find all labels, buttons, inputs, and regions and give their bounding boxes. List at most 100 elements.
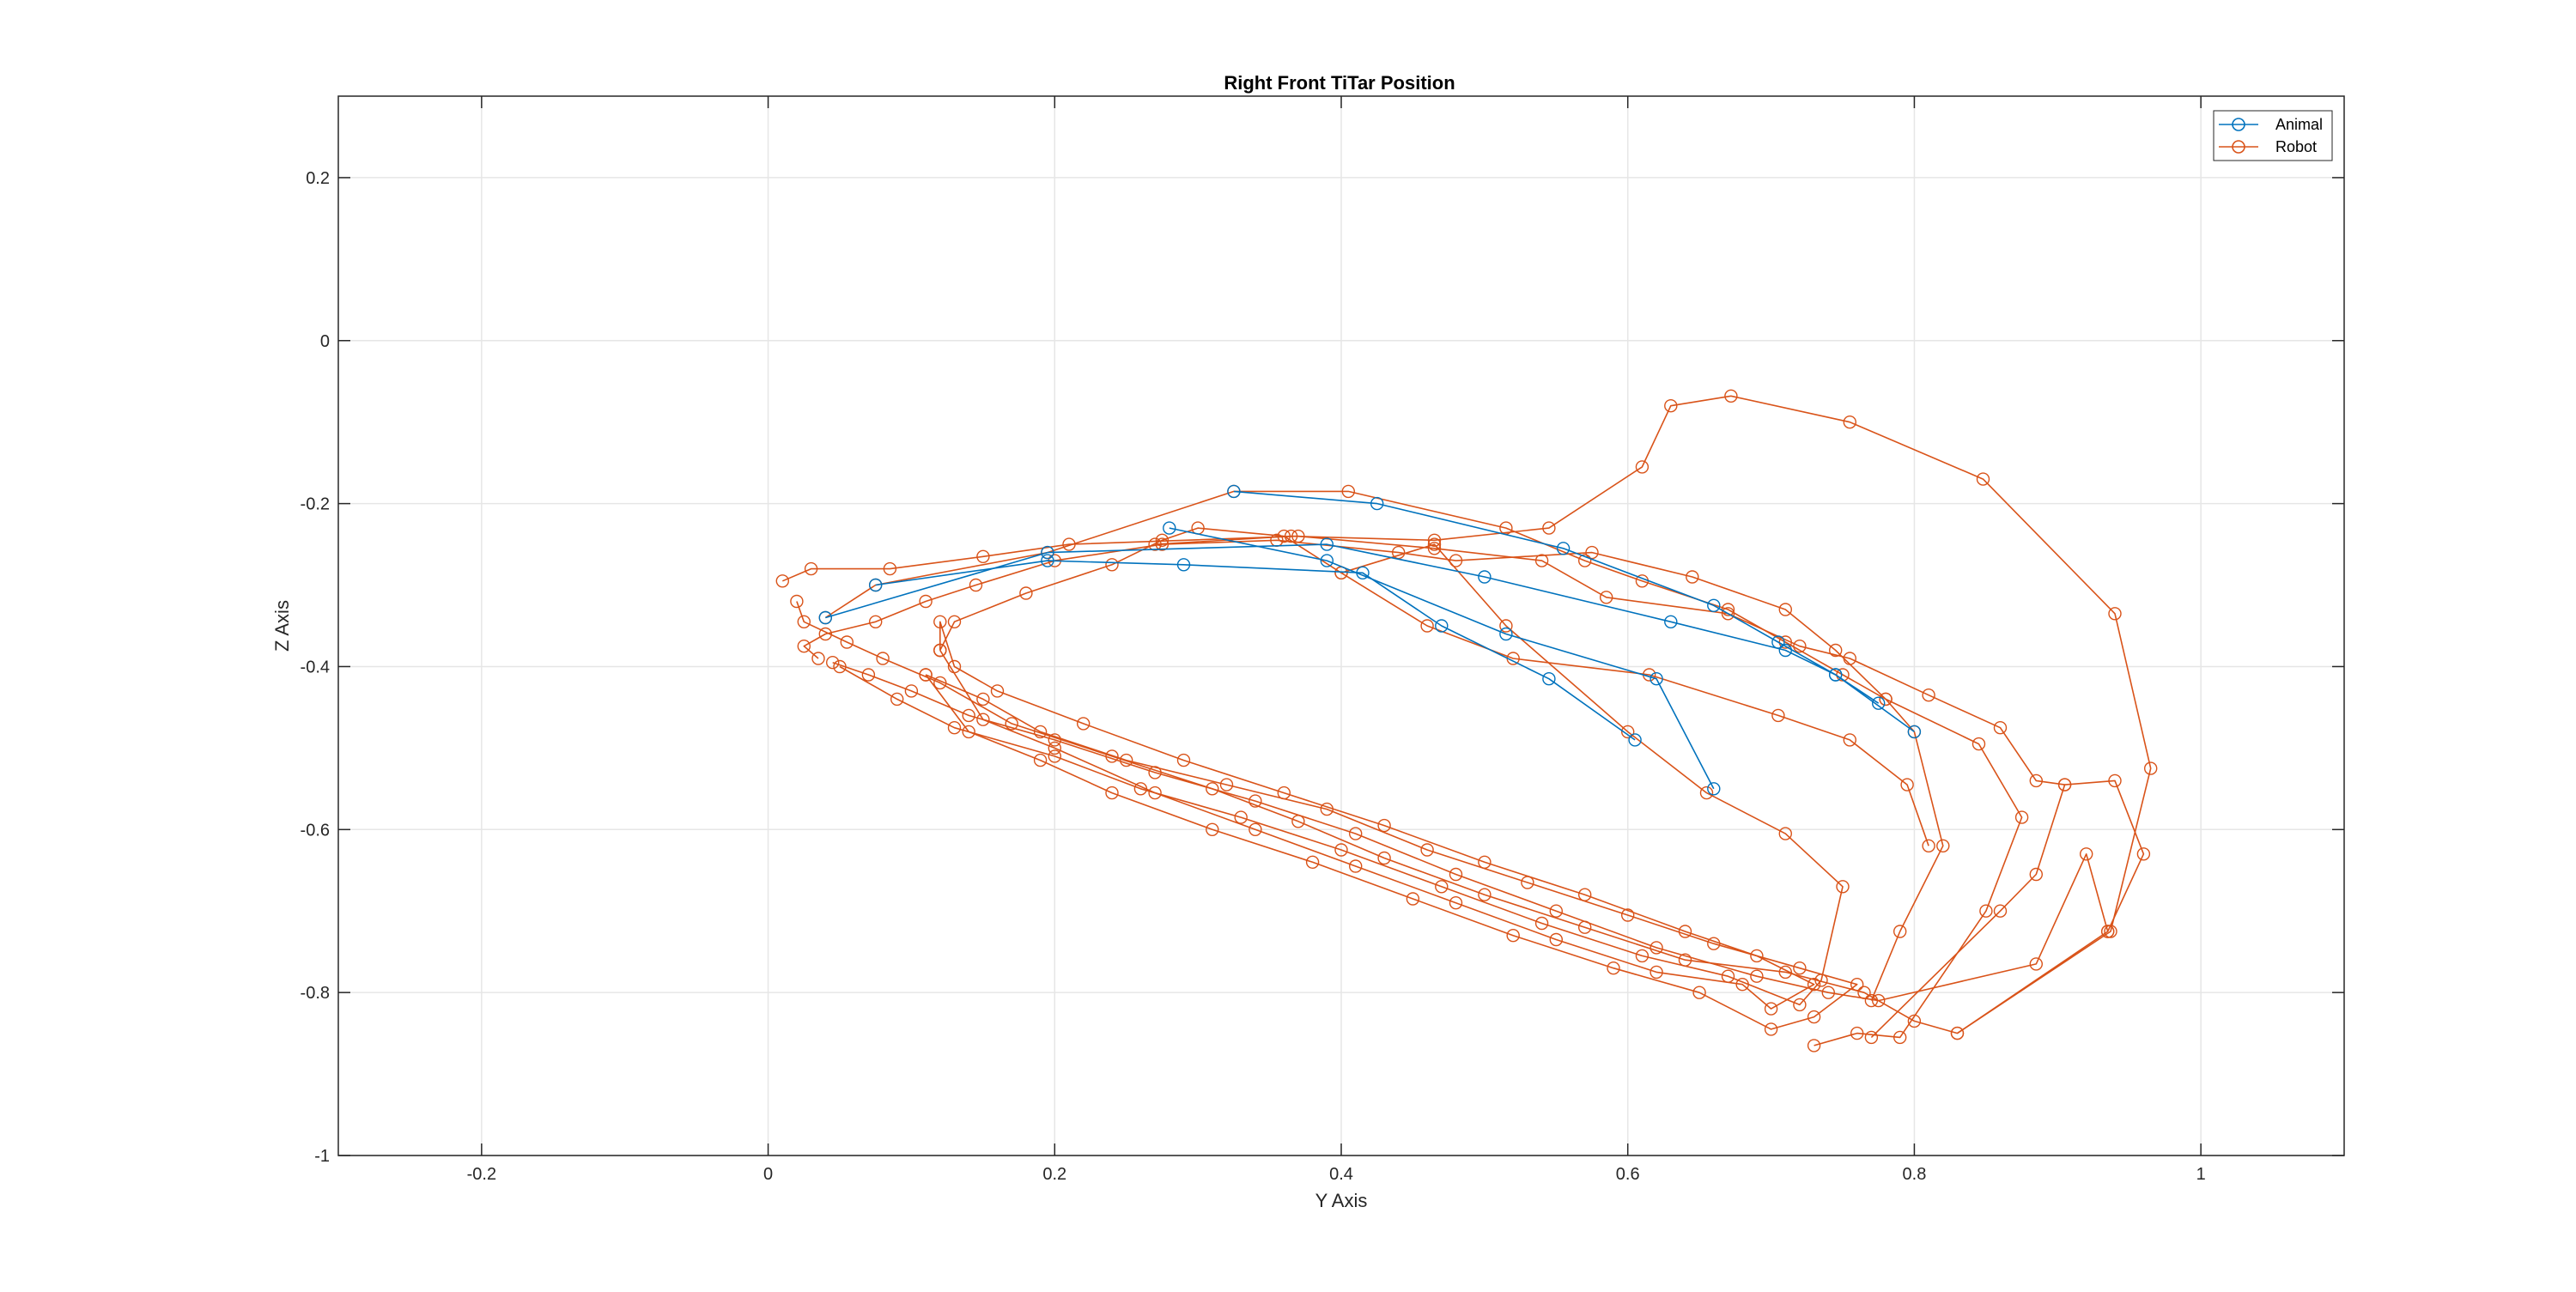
y-tick-label: 0 bbox=[320, 332, 330, 351]
data-point-robot bbox=[2143, 761, 2158, 775]
data-point-robot bbox=[919, 668, 933, 682]
data-point-robot bbox=[1277, 529, 1291, 543]
data-point-robot bbox=[1420, 619, 1434, 633]
data-point-robot bbox=[1406, 892, 1420, 906]
data-point-robot bbox=[1620, 725, 1635, 739]
data-point-robot bbox=[2136, 847, 2151, 861]
data-point-robot bbox=[1871, 993, 1886, 1008]
data-point-robot bbox=[1692, 986, 1706, 999]
data-point-robot bbox=[1048, 749, 1062, 763]
data-point-animal bbox=[1176, 558, 1191, 572]
data-point-animal bbox=[1556, 542, 1571, 555]
data-point-animal bbox=[1370, 496, 1384, 511]
plot-frame bbox=[337, 95, 2345, 1156]
data-point-robot bbox=[2029, 957, 2044, 971]
data-point-animal bbox=[1871, 696, 1886, 710]
data-point-robot bbox=[1764, 1022, 1778, 1036]
data-point-robot bbox=[1993, 721, 2008, 735]
data-point-animal bbox=[1227, 484, 1241, 499]
data-point-robot bbox=[1155, 537, 1170, 551]
data-point-robot bbox=[1735, 977, 1749, 992]
data-point-robot bbox=[2014, 810, 2029, 824]
chart-title: Right Front TiTar Position bbox=[1224, 72, 1455, 94]
data-point-robot bbox=[1850, 1026, 1864, 1040]
data-point-robot bbox=[1979, 904, 1993, 918]
data-point-robot bbox=[2029, 867, 2044, 882]
series-animal bbox=[818, 484, 1922, 796]
data-point-robot bbox=[1778, 603, 1793, 616]
data-point-animal bbox=[1041, 545, 1054, 560]
data-point-animal bbox=[1320, 554, 1334, 567]
data-point-robot bbox=[869, 615, 883, 628]
x-tick-label: 0 bbox=[763, 1165, 773, 1184]
data-point-robot bbox=[2108, 607, 2122, 621]
data-point-robot bbox=[1019, 586, 1033, 600]
data-point-robot bbox=[1585, 545, 1599, 560]
legend-marker-animal bbox=[2232, 118, 2245, 131]
data-point-robot bbox=[1907, 1014, 1922, 1028]
data-point-robot bbox=[1971, 737, 1986, 751]
data-point-robot bbox=[1449, 895, 1463, 910]
data-point-robot bbox=[1206, 782, 1219, 796]
data-point-robot bbox=[1542, 521, 1556, 535]
series-line-animal bbox=[875, 560, 1636, 741]
data-point-robot bbox=[1148, 766, 1162, 779]
data-point-robot bbox=[976, 549, 990, 563]
data-point-robot bbox=[2057, 778, 2072, 792]
data-point-robot bbox=[904, 684, 919, 698]
data-point-robot bbox=[1549, 904, 1564, 918]
data-point-robot bbox=[933, 643, 947, 658]
data-point-robot bbox=[1155, 533, 1170, 547]
data-point-animal bbox=[1649, 672, 1663, 686]
data-point-robot bbox=[1976, 472, 1990, 486]
data-point-animal bbox=[1542, 672, 1556, 686]
data-point-robot bbox=[1635, 949, 1649, 963]
data-point-robot bbox=[1950, 1026, 1965, 1040]
data-point-robot bbox=[1807, 1039, 1821, 1052]
data-point-robot bbox=[1879, 692, 1893, 707]
legend-box bbox=[2213, 110, 2333, 161]
data-point-robot bbox=[976, 713, 990, 726]
data-point-robot bbox=[2108, 773, 2122, 788]
data-point-robot bbox=[1427, 542, 1442, 555]
data-point-robot bbox=[1607, 961, 1620, 975]
data-point-robot bbox=[1320, 802, 1334, 816]
series-line-animal bbox=[1169, 527, 1715, 790]
data-point-robot bbox=[1599, 591, 1613, 604]
y-tick-label: -0.2 bbox=[301, 495, 330, 514]
series-line-robot bbox=[796, 601, 2145, 1034]
data-point-robot bbox=[804, 561, 818, 576]
data-point-robot bbox=[1771, 708, 1785, 723]
data-point-robot bbox=[826, 656, 840, 670]
series-layer bbox=[775, 389, 2158, 1052]
y-tick-label: -1 bbox=[314, 1147, 330, 1166]
data-point-robot bbox=[1377, 851, 1391, 865]
data-point-robot bbox=[1219, 778, 1234, 792]
x-axis-label: Y Axis bbox=[1315, 1190, 1368, 1211]
data-point-robot bbox=[840, 635, 854, 649]
y-tick-label: -0.4 bbox=[301, 658, 330, 676]
data-point-robot bbox=[1864, 1030, 1879, 1045]
data-point-robot bbox=[1850, 977, 1864, 992]
y-axis-label: Z Axis bbox=[271, 600, 293, 652]
data-point-robot bbox=[1499, 619, 1513, 633]
data-point-robot bbox=[1778, 827, 1793, 840]
data-point-robot bbox=[1377, 818, 1391, 833]
legend-label-animal: Animal bbox=[2275, 116, 2323, 133]
data-point-robot bbox=[2029, 773, 2044, 788]
legend[interactable]: Animal Robot bbox=[2213, 110, 2333, 161]
data-point-robot bbox=[1506, 928, 1520, 943]
data-point-robot bbox=[1148, 786, 1162, 800]
data-point-robot bbox=[2079, 847, 2093, 861]
data-point-robot bbox=[1341, 484, 1356, 499]
data-point-robot bbox=[1435, 880, 1449, 894]
data-point-animal bbox=[1320, 537, 1334, 551]
data-point-robot bbox=[1807, 1010, 1821, 1024]
data-point-robot bbox=[1649, 941, 1663, 955]
data-point-robot bbox=[1686, 570, 1699, 584]
data-point-robot bbox=[919, 594, 933, 609]
data-point-robot bbox=[976, 692, 990, 707]
data-point-robot bbox=[1033, 753, 1048, 767]
data-point-robot bbox=[1348, 827, 1363, 840]
